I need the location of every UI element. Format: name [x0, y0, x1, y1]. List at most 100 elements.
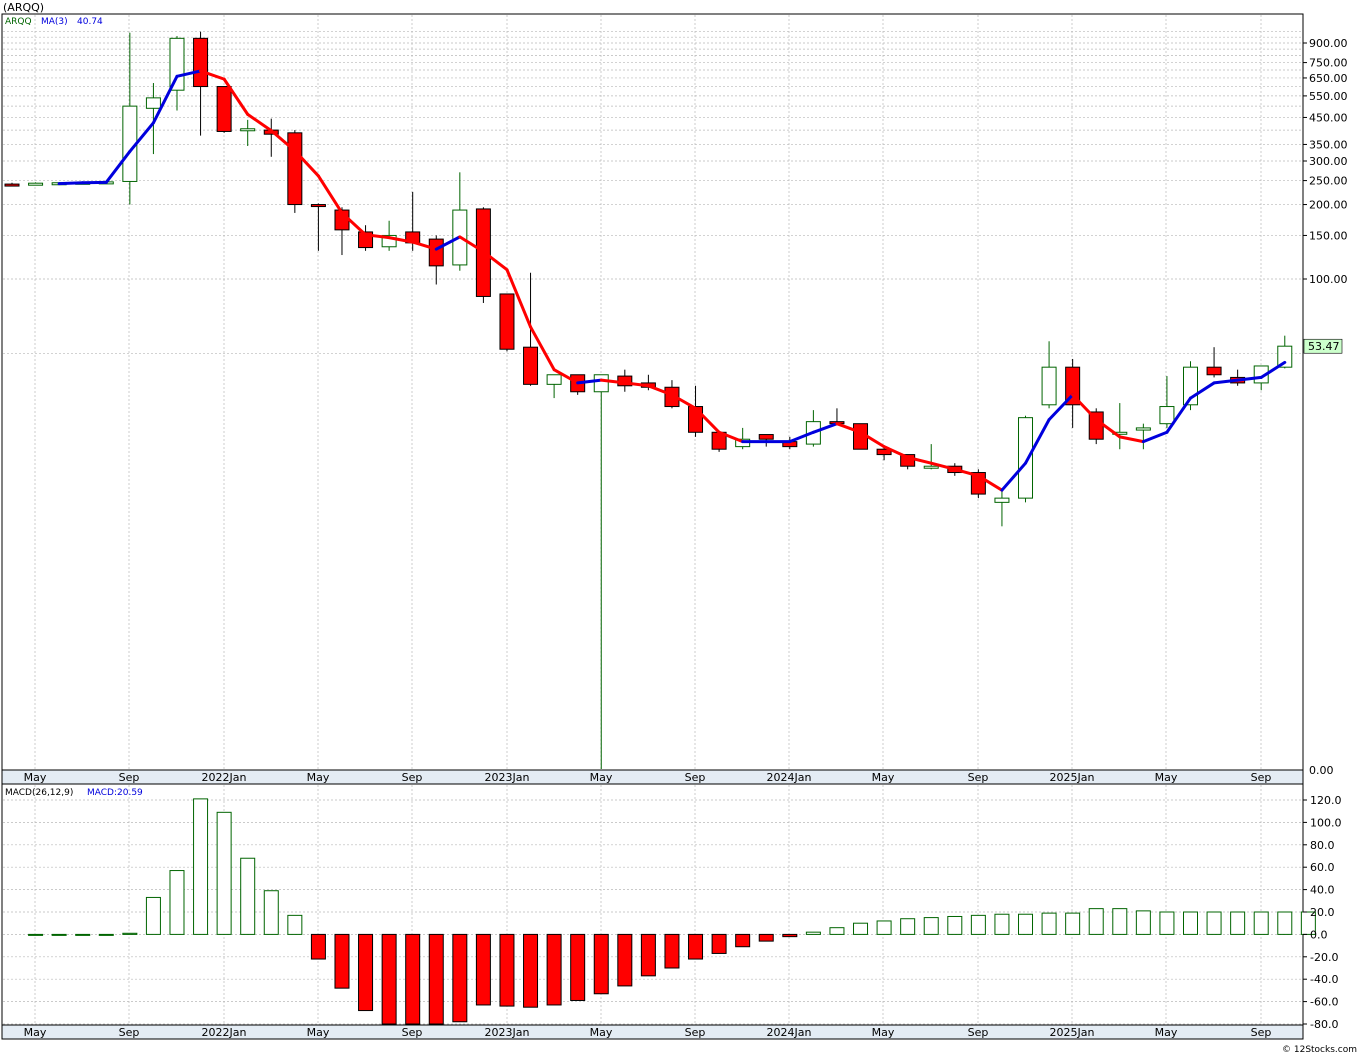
- macd-bar-positive: [1183, 911, 1198, 935]
- price-y-tick-label: 750.00: [1309, 57, 1348, 70]
- price-x-axis: May Sep 2022Jan May Sep 2023Jan May Sep 2024Jan M…: [1, 769, 1304, 785]
- candle-body-down: [4, 183, 20, 187]
- macd-bar-positive: [98, 933, 114, 936]
- ma-segment: [1165, 396, 1192, 434]
- x-tick-label: May: [590, 1026, 613, 1039]
- candle-body-up: [1135, 427, 1151, 431]
- macd-legend-value: MACD:20.59: [87, 788, 143, 798]
- x-tick-label: 2025Jan: [1050, 771, 1095, 784]
- macd-bar-negative: [523, 933, 539, 1008]
- macd-bar-positive: [240, 857, 256, 935]
- ma-segment: [151, 74, 179, 125]
- x-tick-label: Sep: [402, 771, 423, 784]
- x-tick-label: Sep: [685, 1026, 706, 1039]
- ma-segment: [199, 69, 226, 81]
- macd-bar-negative: [546, 933, 562, 1006]
- ma-segment: [175, 69, 203, 78]
- last-price-tag: [1303, 338, 1343, 354]
- macd-bar-positive: [1018, 913, 1034, 935]
- macd-x-tick-labels: May Sep 2022Jan May Sep 2023Jan May Sep 2024Jan M…: [24, 1026, 1272, 1039]
- macd-x-axis: May Sep 2022Jan May Sep 2023Jan May Sep 2024Jan M…: [1, 1024, 1304, 1040]
- ma-segment: [269, 129, 297, 153]
- macd-bar-positive: [1088, 908, 1104, 935]
- price-y-tick-label: 550.00: [1309, 90, 1348, 103]
- x-tick-label: 2025Jan: [1050, 1026, 1095, 1039]
- macd-y-tick-label: 0.0: [1310, 928, 1328, 941]
- candle-body-up: [1277, 345, 1293, 368]
- ma-segment: [57, 181, 85, 186]
- ma-segment: [576, 378, 603, 385]
- ma-segment: [293, 149, 320, 178]
- macd-bar-negative: [570, 933, 586, 1001]
- ma-segment: [882, 445, 910, 459]
- ma-segment: [387, 236, 415, 244]
- legend-ticker: ARQQ: [5, 17, 32, 27]
- x-tick-label: Sep: [1251, 771, 1272, 784]
- candle-body-up: [994, 497, 1010, 503]
- candle-body-down: [876, 448, 892, 456]
- macd-bars: [28, 798, 1316, 1025]
- x-tick-label: May: [590, 771, 613, 784]
- x-tick-label: May: [307, 771, 330, 784]
- macd-bar-negative: [782, 933, 798, 938]
- x-tick-label: Sep: [119, 1026, 140, 1039]
- x-tick-label: 2024Jan: [767, 1026, 812, 1039]
- watermark: © 12Stocks.com: [1282, 1045, 1357, 1055]
- macd-bar-negative: [310, 933, 326, 960]
- ma-segment: [1259, 360, 1287, 379]
- candle-body-down: [287, 132, 303, 206]
- price-panel: 900.00 750.00 650.00 550.00 450.00 350.00 300.…: [1, 13, 1348, 777]
- macd-bar-positive: [122, 932, 138, 935]
- x-tick-label: 2022Jan: [202, 771, 247, 784]
- price-x-axis-strip: [1, 769, 1304, 785]
- ma-segment: [552, 368, 580, 385]
- macd-y-axis: 120.0 100.0 80.0 60.0 40.0 20.0 0.0 -20.0 -40.0 -…: [1303, 794, 1342, 1031]
- legend-ma-label: MA(3): [41, 17, 68, 27]
- x-tick-label: May: [307, 1026, 330, 1039]
- macd-y-tick-label: 60.0: [1310, 861, 1335, 874]
- macd-bar-positive: [287, 914, 303, 935]
- legend-ma-value: 40.74: [77, 17, 103, 27]
- candle-body-down: [1206, 366, 1222, 376]
- macd-bar-positive: [1112, 908, 1128, 935]
- ma-segment: [1047, 393, 1075, 422]
- ma-segment: [1236, 375, 1263, 382]
- price-y-tick-label: 450.00: [1309, 111, 1348, 124]
- x-tick-label: 2024Jan: [767, 771, 812, 784]
- macd-bar-negative: [593, 933, 609, 995]
- x-tick-label: May: [872, 771, 895, 784]
- ma-segment: [529, 325, 556, 372]
- candle-body-down: [1065, 366, 1081, 406]
- ma-segment: [835, 422, 863, 434]
- candle-body-up: [169, 37, 185, 91]
- candle-body-down: [216, 86, 232, 132]
- ma-segment: [859, 430, 886, 449]
- window-title: (ARQQ): [3, 1, 44, 14]
- price-y-tick-label: 250.00: [1309, 175, 1348, 188]
- ma-segment: [1000, 461, 1028, 492]
- candle-body-up: [28, 182, 44, 186]
- price-y-zero-label: 0.00: [1309, 764, 1334, 777]
- macd-bar-positive: [51, 933, 67, 936]
- candle-body-down: [499, 293, 515, 350]
- price-candles: [4, 31, 1293, 769]
- ma-segment: [222, 77, 250, 116]
- ma-segment: [646, 384, 674, 397]
- macd-bar-positive: [1253, 911, 1269, 935]
- macd-bar-positive: [876, 920, 892, 935]
- macd-bar-negative: [640, 933, 656, 977]
- macd-bar-positive: [1230, 911, 1246, 935]
- price-y-tick-label: 300.00: [1309, 155, 1348, 168]
- macd-bar-negative: [735, 933, 751, 948]
- ma-segment: [128, 121, 155, 153]
- ma-segment: [717, 430, 745, 444]
- ma-segment: [411, 240, 438, 251]
- macd-bar-negative: [711, 933, 727, 954]
- macd-y-tick-label: -60.0: [1310, 996, 1338, 1009]
- ma-segment: [1118, 435, 1145, 444]
- x-tick-label: Sep: [402, 1026, 423, 1039]
- macd-bar-positive: [994, 913, 1010, 935]
- price-y-axis: 900.00 750.00 650.00 550.00 450.00 350.00 300.…: [1303, 37, 1348, 286]
- ma-segment: [458, 235, 485, 254]
